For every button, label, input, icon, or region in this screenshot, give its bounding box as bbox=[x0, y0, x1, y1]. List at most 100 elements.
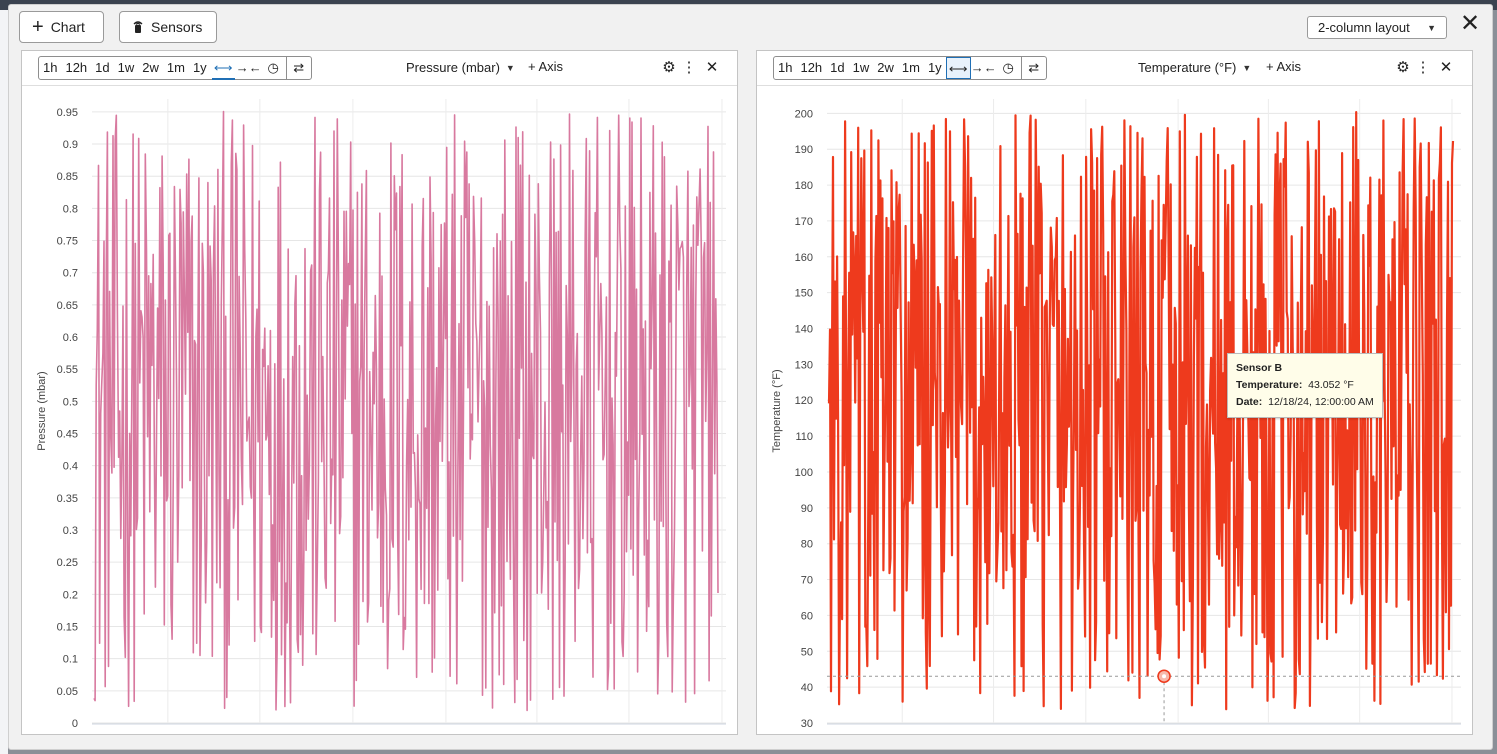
y-tick-label: 0.5 bbox=[63, 396, 78, 408]
range-1w[interactable]: 1w bbox=[852, 60, 870, 75]
y-tick-label: 160 bbox=[795, 252, 813, 264]
sensors-button[interactable]: Sensors bbox=[119, 11, 217, 43]
range-1y[interactable]: 1y bbox=[192, 60, 207, 75]
y-tick-label: 0.1 bbox=[63, 654, 78, 666]
caret-down-icon: ▼ bbox=[1427, 22, 1436, 33]
y-axis-label: Pressure (mbar) bbox=[36, 371, 48, 450]
kebab-icon[interactable]: ⋮ bbox=[1415, 59, 1431, 76]
time-range-group: 1h 12h 1d 1w 2w 1m 1y ⟷ →← ◷ ⇄ bbox=[38, 56, 312, 80]
y-tick-label: 70 bbox=[801, 575, 813, 587]
y-tick-label: 0.15 bbox=[57, 622, 78, 634]
y-tick-label: 50 bbox=[801, 646, 813, 658]
y-tick-label: 0.55 bbox=[57, 364, 78, 376]
y-tick-label: 0.4 bbox=[63, 461, 78, 473]
axis-select-value: Pressure (mbar) bbox=[406, 60, 500, 75]
range-12h[interactable]: 12h bbox=[65, 60, 88, 75]
tooltip-date: 12/18/24, 12:00:00 AM bbox=[1268, 396, 1374, 408]
y-tick-label: 0.6 bbox=[63, 332, 78, 344]
plus-icon: + bbox=[32, 16, 44, 38]
y-tick-label: 180 bbox=[795, 180, 813, 192]
y-tick-label: 0.45 bbox=[57, 429, 78, 441]
sensor-icon bbox=[133, 21, 143, 33]
pressure-chart[interactable]: 0 0.05 0.1 0.15 0.2 0.25 0.3 0.35 0.4 0.45 0.5 0.55… bbox=[22, 87, 737, 732]
y-tick-label: 0 bbox=[72, 718, 78, 730]
layout-select[interactable]: 2-column layout ▼ bbox=[1307, 16, 1447, 39]
y-tick-label: 0.85 bbox=[57, 171, 78, 183]
y-tick-label: 0.8 bbox=[63, 203, 78, 215]
y-tick-label: 0.9 bbox=[63, 139, 78, 151]
y-tick-label: 0.75 bbox=[57, 236, 78, 248]
add-axis-button[interactable]: + Axis bbox=[528, 59, 564, 74]
series-line[interactable] bbox=[827, 111, 1455, 711]
series-line[interactable] bbox=[93, 110, 719, 712]
y-tick-label: 0.2 bbox=[63, 589, 78, 601]
range-2w[interactable]: 2w bbox=[877, 60, 894, 75]
chart-panel-pressure: 1h 12h 1d 1w 2w 1m 1y ⟷ →← ◷ ⇄ Pressure … bbox=[21, 50, 738, 735]
data-tooltip: Sensor B Temperature: 43.052 °F Date: 12… bbox=[1227, 353, 1383, 418]
y-tick-label: 150 bbox=[795, 288, 813, 300]
y-tick-label: 190 bbox=[795, 144, 813, 156]
range-1w[interactable]: 1w bbox=[117, 60, 135, 75]
highlight-point-center bbox=[1162, 674, 1167, 679]
axis-select[interactable]: Pressure (mbar) ▼ bbox=[406, 60, 515, 75]
expand-horizontal-icon[interactable]: ⟷ bbox=[945, 57, 971, 79]
y-tick-label: 0.65 bbox=[57, 300, 78, 312]
clock-icon[interactable]: ◷ bbox=[1002, 60, 1014, 75]
range-1h[interactable]: 1h bbox=[43, 60, 58, 75]
add-chart-label: Chart bbox=[50, 19, 85, 35]
y-tick-label: 40 bbox=[801, 682, 813, 694]
temperature-chart[interactable]: 30 40 50 60 70 80 90 100 110 120 130 140 150 160 170 18… bbox=[757, 87, 1472, 732]
close-icon[interactable]: ✕ bbox=[1439, 59, 1453, 76]
layout-select-value: 2-column layout bbox=[1318, 20, 1410, 35]
y-tick-label: 120 bbox=[795, 395, 813, 407]
y-tick-label: 110 bbox=[795, 431, 813, 443]
y-tick-label: 90 bbox=[801, 503, 813, 515]
chart-toolbar: 1h 12h 1d 1w 2w 1m 1y ⟷ →← ◷ ⇄ Temperatu… bbox=[757, 51, 1472, 86]
tooltip-value-label: Temperature: bbox=[1236, 379, 1303, 391]
chart-panel-temperature: 1h 12h 1d 1w 2w 1m 1y ⟷ →← ◷ ⇄ Temperatu… bbox=[756, 50, 1473, 735]
y-tick-label: 0.35 bbox=[57, 493, 78, 505]
axis-select[interactable]: Temperature (°F) ▼ bbox=[1138, 60, 1251, 75]
y-tick-label: 130 bbox=[795, 359, 813, 371]
add-chart-button[interactable]: + Chart bbox=[19, 11, 104, 43]
range-12h[interactable]: 12h bbox=[800, 60, 823, 75]
swap-icon[interactable]: ⇄ bbox=[1020, 57, 1046, 79]
axis-select-value: Temperature (°F) bbox=[1138, 60, 1237, 75]
add-axis-button[interactable]: + Axis bbox=[1266, 59, 1302, 74]
gear-icon[interactable]: ⚙ bbox=[662, 59, 676, 76]
y-tick-label: 0.95 bbox=[57, 107, 78, 119]
close-icon[interactable]: ✕ bbox=[705, 59, 719, 76]
expand-horizontal-icon[interactable]: ⟷ bbox=[211, 57, 236, 80]
y-tick-label: 30 bbox=[801, 718, 813, 730]
y-tick-label: 140 bbox=[795, 324, 813, 336]
tooltip-series: Sensor B bbox=[1236, 362, 1283, 374]
y-tick-label: 0.05 bbox=[57, 686, 78, 698]
caret-down-icon: ▼ bbox=[1242, 62, 1252, 73]
tooltip-date-label: Date: bbox=[1236, 396, 1263, 408]
y-axis-label: Temperature (°F) bbox=[771, 369, 783, 452]
collapse-horizontal-icon[interactable]: →← bbox=[235, 60, 262, 75]
y-tick-label: 60 bbox=[801, 610, 813, 622]
range-1d[interactable]: 1d bbox=[830, 60, 845, 75]
range-1d[interactable]: 1d bbox=[95, 60, 110, 75]
y-tick-label: 0.3 bbox=[63, 525, 78, 537]
gear-icon[interactable]: ⚙ bbox=[1396, 59, 1410, 76]
tooltip-value: 43.052 °F bbox=[1308, 379, 1354, 391]
chart-modal: + Chart Sensors 2-column layout ▼ ✕ 1h 1… bbox=[8, 4, 1493, 750]
range-1y[interactable]: 1y bbox=[927, 60, 942, 75]
collapse-horizontal-icon[interactable]: →← bbox=[970, 60, 997, 75]
background-app-sidebar bbox=[0, 10, 8, 754]
sensors-label: Sensors bbox=[151, 19, 203, 35]
y-tick-label: 170 bbox=[795, 216, 813, 228]
swap-icon[interactable]: ⇄ bbox=[285, 57, 311, 79]
range-1m[interactable]: 1m bbox=[901, 60, 920, 75]
range-1m[interactable]: 1m bbox=[166, 60, 185, 75]
close-icon[interactable]: ✕ bbox=[1459, 10, 1481, 37]
range-2w[interactable]: 2w bbox=[142, 60, 159, 75]
range-1h[interactable]: 1h bbox=[778, 60, 793, 75]
time-range-group: 1h 12h 1d 1w 2w 1m 1y ⟷ →← ◷ ⇄ bbox=[773, 56, 1047, 80]
kebab-icon[interactable]: ⋮ bbox=[681, 59, 697, 76]
caret-down-icon: ▼ bbox=[505, 62, 515, 73]
y-tick-label: 100 bbox=[795, 467, 813, 479]
clock-icon[interactable]: ◷ bbox=[267, 60, 279, 75]
